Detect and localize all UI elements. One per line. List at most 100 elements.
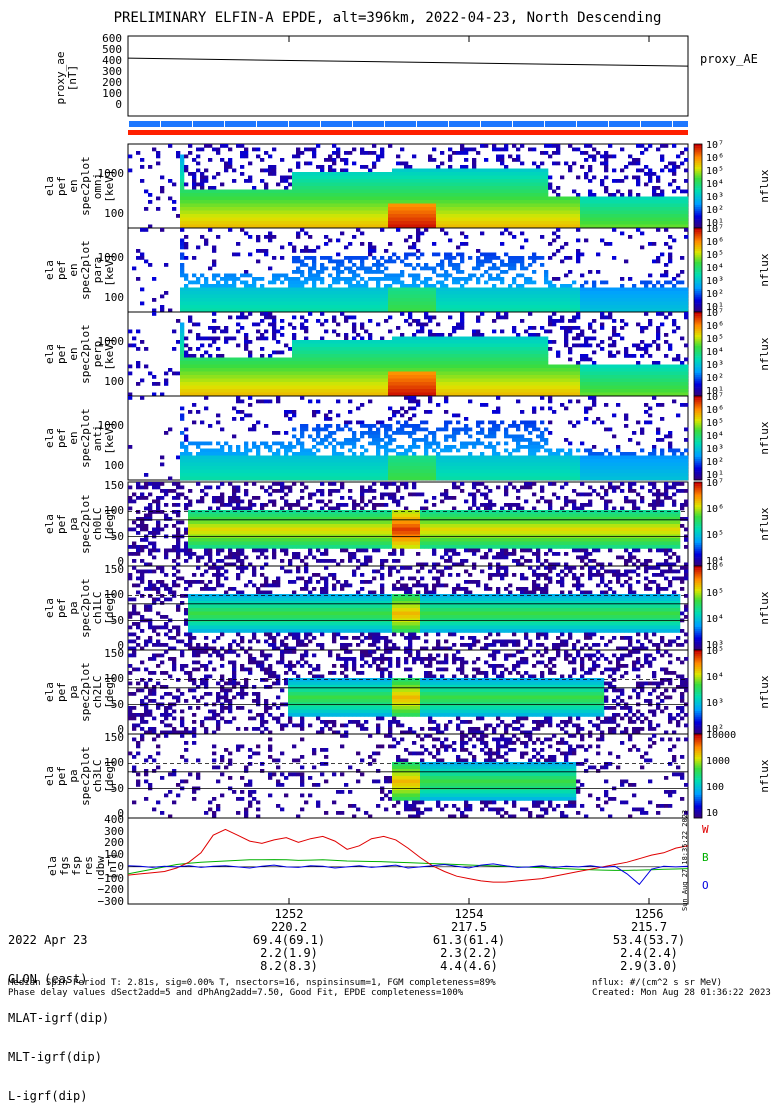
spectrogram-cell <box>452 326 456 330</box>
spectrogram-cell <box>260 375 264 379</box>
spectrogram-cell <box>652 260 656 264</box>
spectrogram-cell <box>228 298 232 302</box>
spectrogram-cell <box>188 172 192 176</box>
spectrogram-cell <box>620 211 624 215</box>
spectrogram-cell <box>476 193 480 197</box>
spectrogram-cell <box>224 214 228 218</box>
spectrogram-cell <box>256 382 260 386</box>
spectrogram-cell <box>472 337 476 341</box>
spectrogram-cell <box>476 386 480 390</box>
spectrogram-cell <box>476 249 480 253</box>
spectrogram-cell <box>428 298 432 302</box>
spectrogram-cell <box>432 267 436 271</box>
spectrogram-cell <box>280 274 284 278</box>
spectrogram-cell <box>340 291 344 295</box>
spectrogram-cell <box>336 354 340 358</box>
spectrogram-cell <box>232 190 236 194</box>
spectrogram-cell <box>284 389 288 393</box>
spectrogram-cell <box>332 291 336 295</box>
spectrogram-cell <box>332 281 336 285</box>
spectrogram-cell <box>272 368 276 372</box>
spectrogram-cell <box>312 274 316 278</box>
spectrogram-cell <box>628 291 632 295</box>
spectrogram-cell <box>388 221 392 225</box>
spectrogram-cell <box>324 365 328 369</box>
spectrogram-cell <box>624 221 628 225</box>
spectrogram-cell <box>240 368 244 372</box>
spectrogram-cell <box>300 361 304 365</box>
spectrogram-cell <box>264 207 268 211</box>
spectrogram-cell <box>476 330 480 334</box>
spectrogram-cell <box>524 281 528 285</box>
spectrogram-cell <box>680 305 684 309</box>
spectrogram-cell <box>440 375 444 379</box>
spectrogram-cell <box>636 221 640 225</box>
spectrogram-cell <box>424 295 428 299</box>
spectrogram-cell <box>504 186 508 190</box>
spectrogram-cell <box>496 340 500 344</box>
spectrogram-cell <box>340 298 344 302</box>
spectrogram-cell <box>292 302 296 306</box>
spectrogram-cell <box>428 305 432 309</box>
spectrogram-cell <box>456 358 460 362</box>
spectrogram-cell <box>428 379 432 383</box>
spectrogram-cell <box>304 326 308 330</box>
spectrogram-cell <box>200 365 204 369</box>
spectrogram-cell <box>432 354 436 358</box>
spectrogram-cell <box>580 218 584 222</box>
spectrogram-cell <box>320 288 324 292</box>
spectrogram-cell <box>436 333 440 337</box>
spectrogram-cell <box>572 288 576 292</box>
spectrogram-cell <box>304 382 308 386</box>
spectrogram-cell <box>216 382 220 386</box>
spectrogram-cell <box>460 344 464 348</box>
spectrogram-cell <box>328 179 332 183</box>
spectrogram-cell <box>376 368 380 372</box>
spectrogram-cell <box>272 319 276 323</box>
spectrogram-cell <box>204 218 208 222</box>
spectrogram-cell <box>456 176 460 180</box>
spectrogram-cell <box>360 361 364 365</box>
spectrogram-cell <box>420 326 424 330</box>
spectrogram-cell <box>436 274 440 278</box>
spectrogram-cell <box>424 277 428 281</box>
spectrogram-cell <box>588 211 592 215</box>
spectrogram-cell <box>668 298 672 302</box>
ephemeris-tick <box>192 121 193 127</box>
spectrogram-cell <box>624 204 628 208</box>
spectrogram-cell <box>412 204 416 208</box>
spectrogram-cell <box>192 281 196 285</box>
spectrogram-cell <box>320 361 324 365</box>
spectrogram-cell <box>668 291 672 295</box>
spectrogram-cell <box>632 214 636 218</box>
spectrogram-cell <box>540 221 544 225</box>
spectrogram-cell <box>340 302 344 306</box>
spectrogram-cell <box>428 197 432 201</box>
spectrogram-cell <box>540 197 544 201</box>
spectrogram-cell <box>684 288 688 292</box>
spectrogram-cell <box>316 351 320 355</box>
spectrogram-cell <box>492 368 496 372</box>
spectrogram-cell <box>212 288 216 292</box>
spectrogram-cell <box>460 211 464 215</box>
spectrogram-cell <box>500 260 504 264</box>
spectrogram-cell <box>596 302 600 306</box>
spectrogram-cell <box>208 207 212 211</box>
spectrogram-cell <box>516 179 520 183</box>
spectrogram-cell <box>572 214 576 218</box>
spectrogram-cell <box>428 211 432 215</box>
spectrogram-cell <box>472 190 476 194</box>
spectrogram-cell <box>496 172 500 176</box>
spectrogram-cell <box>460 284 464 288</box>
spectrogram-cell <box>384 193 388 197</box>
spectrogram-cell <box>672 295 676 299</box>
spectrogram-cell <box>604 151 608 155</box>
spectrogram-cell <box>268 305 272 309</box>
spectrogram-cell <box>236 382 240 386</box>
spectrogram-cell <box>248 284 252 288</box>
spectrogram-cell <box>676 302 680 306</box>
spectrogram-cell <box>400 284 404 288</box>
spectrogram-cell <box>404 347 408 351</box>
spectrogram-cell <box>404 183 408 187</box>
spectrogram-cell <box>220 211 224 215</box>
